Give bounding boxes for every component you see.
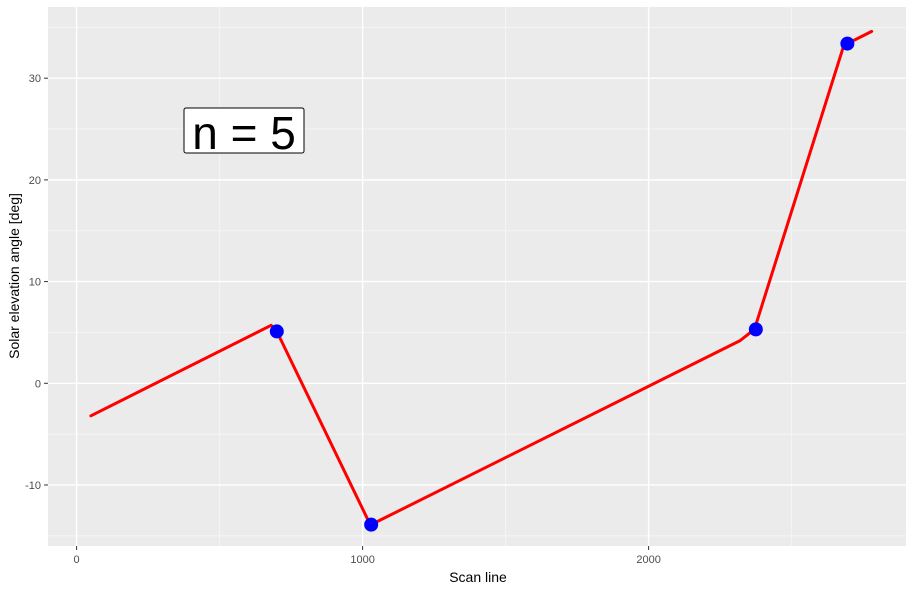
x-tick-label: 2000 [636,554,660,566]
data-point [364,517,379,532]
major-gridlines [48,7,906,546]
annotation-box: n = 5 [183,107,305,159]
x-axis: 0 1000 2000 [74,546,661,566]
y-axis-title: Solar elevation angle [deg] [6,193,22,359]
plot-panel [48,7,906,546]
y-tick-label: 20 [29,175,41,187]
data-point [269,324,284,339]
y-tick-label: 0 [35,378,41,390]
x-tick-label: 0 [74,554,80,566]
minor-gridlines [48,7,906,546]
y-tick-label: 10 [29,277,41,289]
y-tick-label: -10 [25,480,41,492]
y-axis: -10 0 10 20 30 [25,73,48,492]
x-axis-title: Scan line [449,569,507,585]
y-tick-label: 30 [29,73,41,85]
annotation-label: n = 5 [192,107,296,159]
data-point [748,322,763,337]
series-points-group [269,36,855,532]
annotation-frame [183,107,305,154]
data-point [840,36,855,51]
x-tick-label: 1000 [350,554,374,566]
